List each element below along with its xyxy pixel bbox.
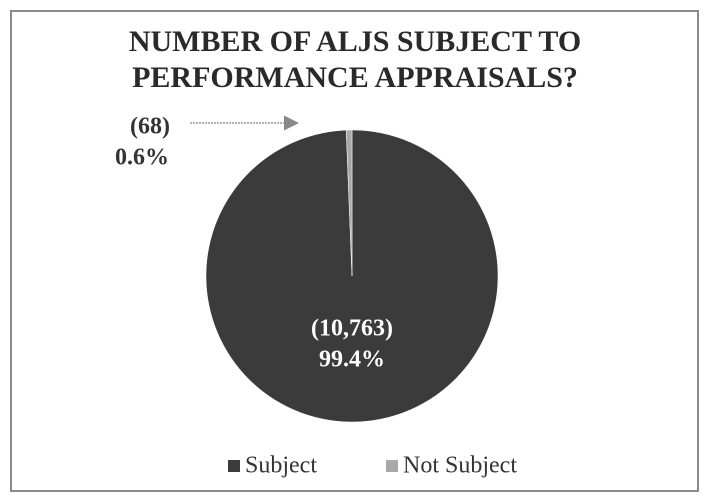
data-label: (68) <box>130 114 170 140</box>
legend-swatch <box>386 460 398 472</box>
legend-label: Not Subject <box>403 453 517 479</box>
legend-swatch <box>228 460 240 472</box>
data-label: 99.4% <box>319 347 385 373</box>
data-label: 0.6% <box>115 145 169 171</box>
pie-slice <box>345 129 353 277</box>
chart-title: NUMBER OF ALJS SUBJECT TO PERFORMANCE AP… <box>128 25 582 94</box>
legend-label: Subject <box>245 453 317 479</box>
data-label: (10,763) <box>311 316 393 342</box>
chart-frame <box>10 10 699 492</box>
